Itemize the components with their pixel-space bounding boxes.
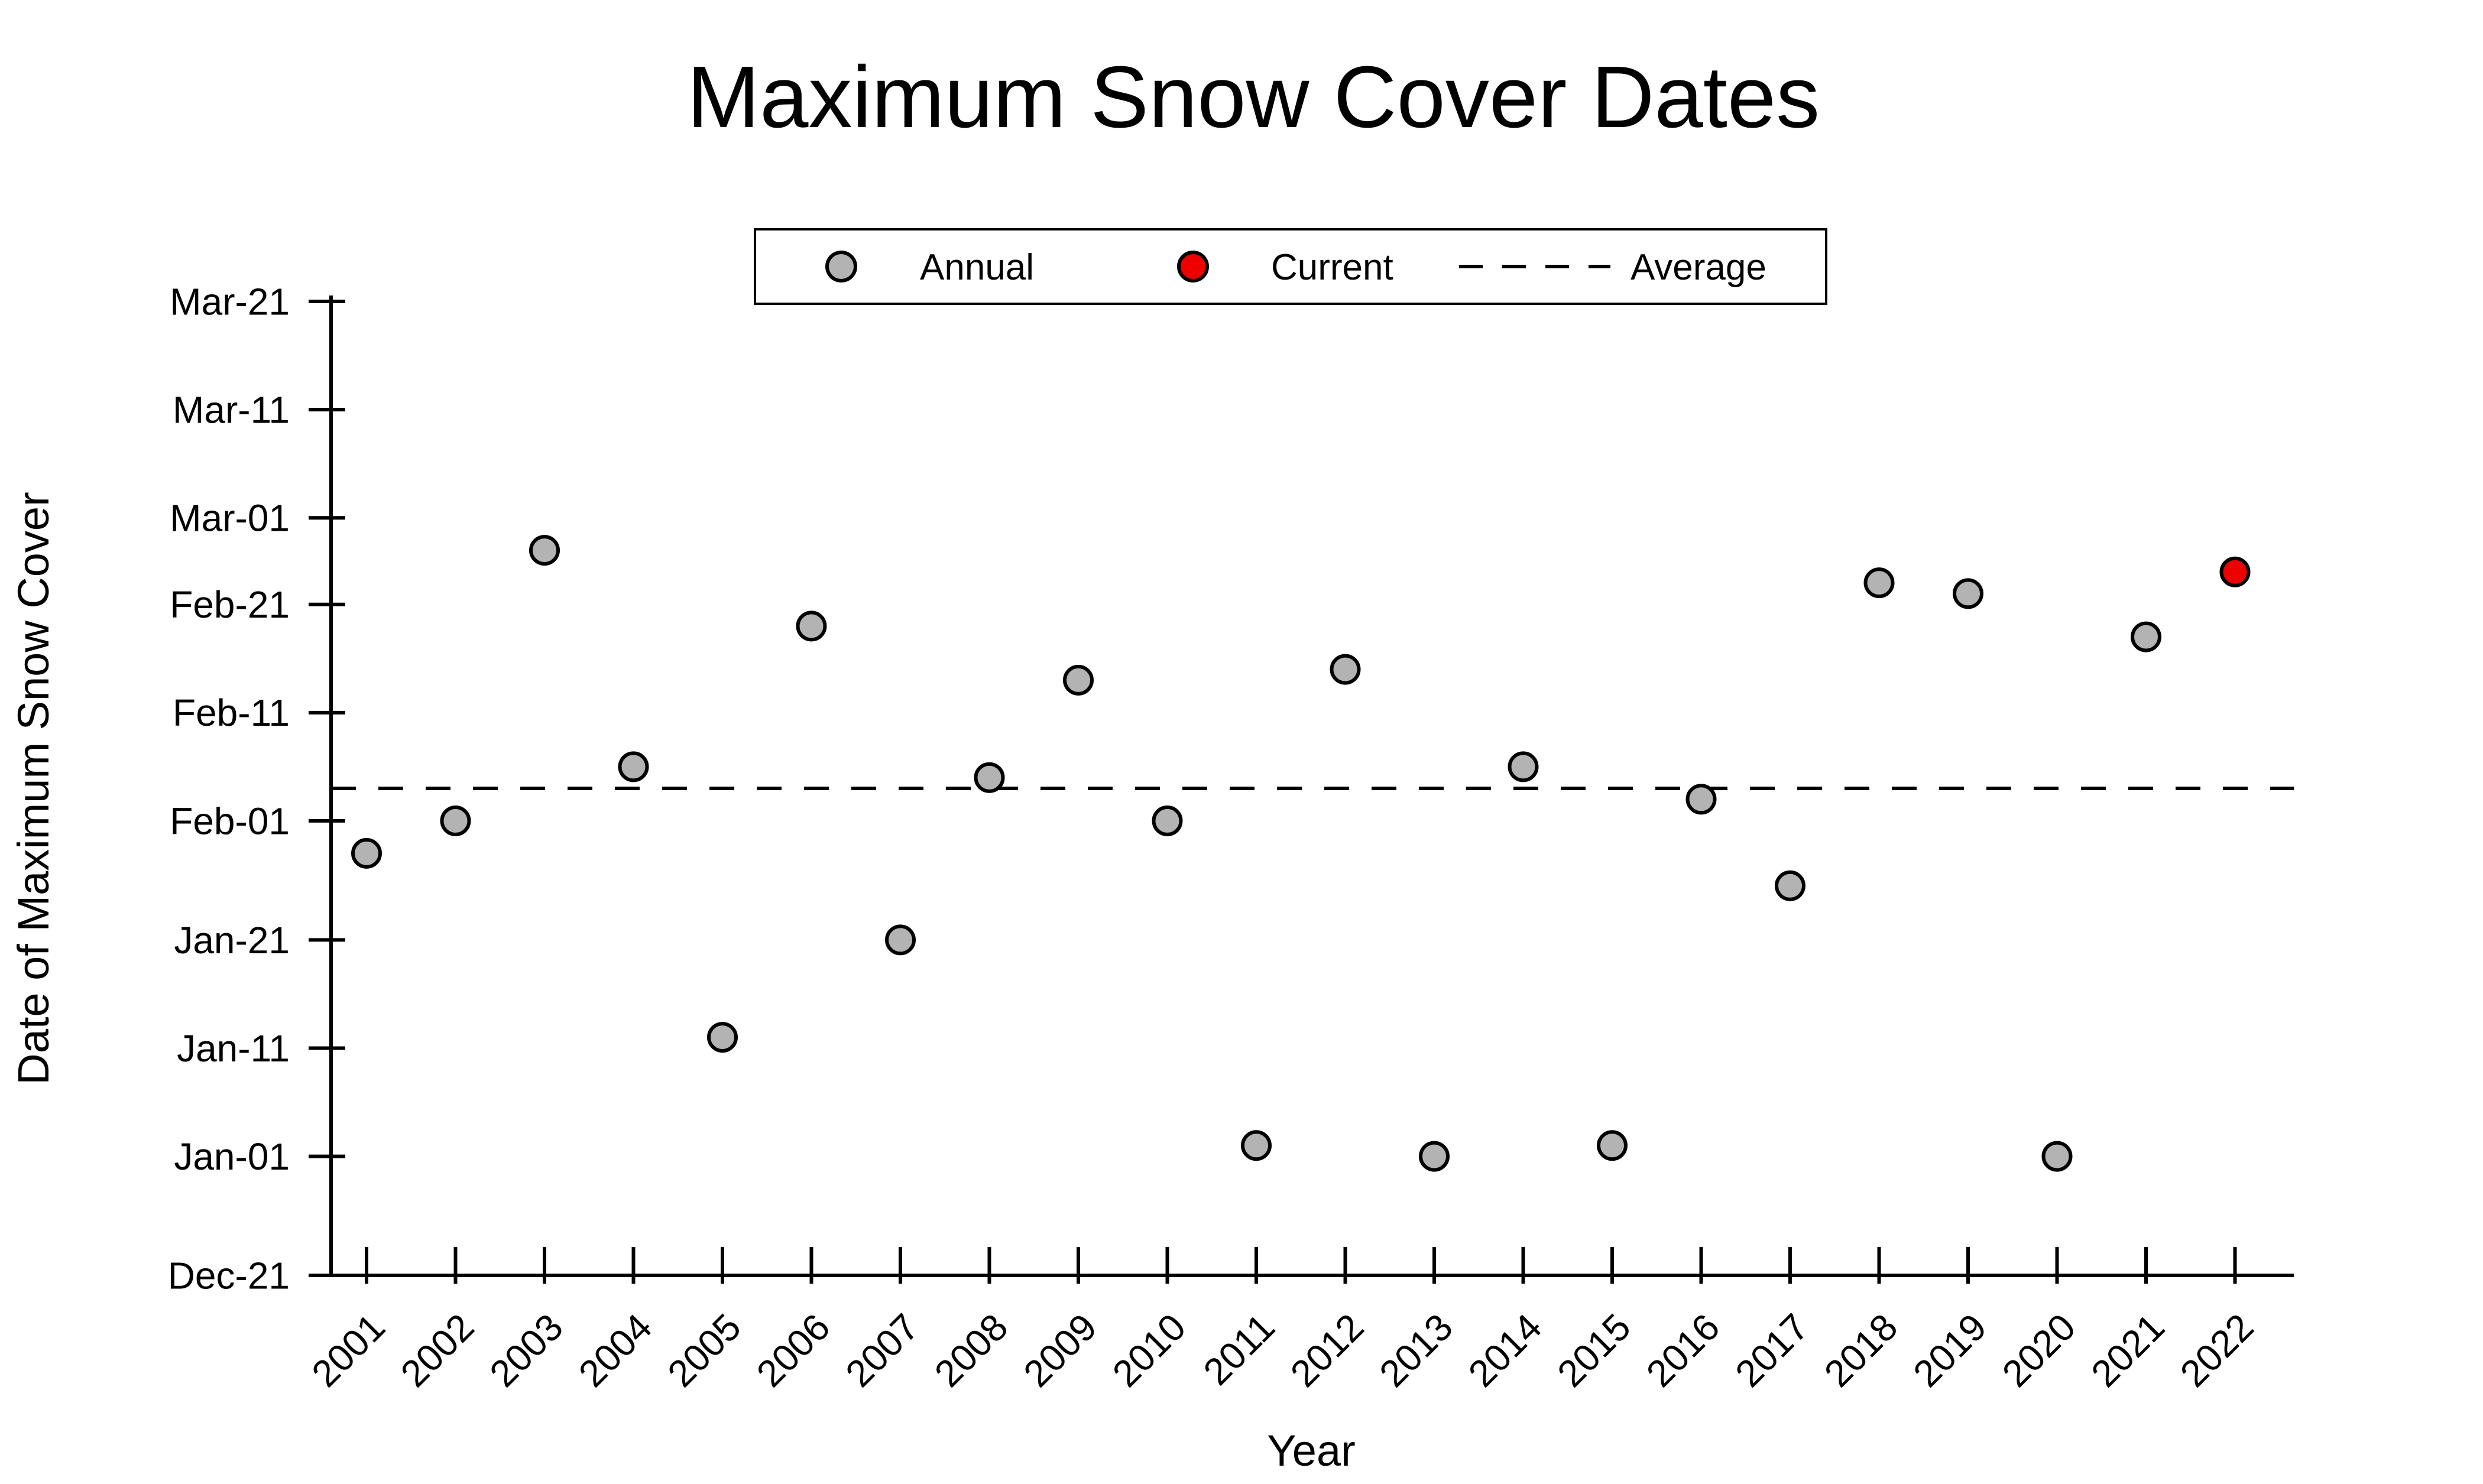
x-tick-label: 2011 (1195, 1306, 1283, 1393)
legend-label-current: Current (1271, 247, 1393, 288)
annual-point (1152, 805, 1183, 836)
x-tick-label: 2020 (1994, 1306, 2084, 1395)
legend-box (754, 228, 1827, 305)
annual-point (1597, 1130, 1628, 1161)
x-tick-label: 2010 (1104, 1306, 1194, 1395)
y-tick-label: Jan-01 (174, 1135, 290, 1178)
x-tick-label: 2022 (2172, 1306, 2262, 1395)
annual-point (1685, 784, 1717, 815)
legend-label-average: Average (1631, 247, 1766, 288)
x-tick-label: 2015 (1549, 1306, 1639, 1395)
x-tick-label: 2019 (1905, 1306, 1995, 1395)
x-tick-label: 2007 (837, 1306, 927, 1395)
y-tick-label: Feb-21 (170, 583, 290, 626)
annual-point (440, 805, 471, 836)
y-tick-label: Feb-11 (173, 691, 290, 734)
x-tick-label: 2003 (481, 1306, 571, 1395)
y-tick-label: Feb-01 (170, 800, 290, 842)
current-point (2219, 556, 2251, 587)
annual-point (2041, 1141, 2073, 1172)
annual-point (1508, 751, 1539, 782)
x-tick-label: 2016 (1638, 1306, 1728, 1395)
annual-point (707, 1022, 738, 1053)
y-axis-label: Date of Maximum Snow Cover (9, 492, 58, 1084)
annual-point (885, 924, 916, 956)
chart-title: Maximum Snow Cover Dates (687, 48, 1820, 146)
annual-point (1241, 1130, 1272, 1161)
x-tick-label: 2004 (570, 1306, 660, 1395)
y-tick-label: Jan-11 (177, 1027, 290, 1070)
annual-point (1063, 664, 1094, 696)
annual-marker-icon (825, 251, 857, 282)
x-tick-label: 2021 (2083, 1306, 2173, 1395)
x-tick-label: 2002 (393, 1306, 482, 1395)
x-tick-label: 2017 (1727, 1306, 1817, 1395)
annual-point (618, 751, 649, 782)
legend-label-annual: Annual (920, 247, 1034, 288)
x-axis-label: Year (1267, 1426, 1356, 1475)
current-marker-icon (1177, 251, 1209, 282)
annual-point (1775, 870, 1805, 901)
annual-point (796, 611, 827, 642)
y-tick-label: Dec-21 (168, 1254, 290, 1297)
plot-area: Dec-21 Jan-01 Jan-11 Jan-21 Feb-01 Feb-11 Feb-… (168, 280, 2294, 1395)
x-tick-label: 2018 (1816, 1306, 1906, 1395)
x-tick-label: 2008 (926, 1306, 1016, 1395)
x-tick-label: 2005 (659, 1306, 749, 1395)
annual-point (1953, 578, 1983, 609)
annual-point (1419, 1141, 1450, 1172)
annual-point (529, 535, 560, 566)
x-tick-label: 2001 (303, 1306, 393, 1395)
annual-point (974, 762, 1005, 793)
annual-point (2131, 621, 2161, 652)
x-tick-label: 2009 (1015, 1306, 1105, 1395)
legend: Annual Current Average (754, 228, 1827, 305)
x-tick-label: 2006 (748, 1306, 838, 1395)
y-tick-label: Mar-11 (173, 389, 290, 431)
x-tick-label: 2013 (1371, 1306, 1461, 1395)
y-tick-label: Jan-21 (174, 919, 290, 962)
x-tick-label: 2012 (1282, 1306, 1372, 1395)
annual-point (351, 837, 382, 869)
x-tick-label: 2014 (1460, 1306, 1550, 1395)
annual-point (1863, 567, 1895, 599)
y-tick-label: Mar-01 (170, 497, 290, 540)
annual-point (1330, 654, 1361, 685)
y-tick-label: Mar-21 (170, 280, 290, 323)
